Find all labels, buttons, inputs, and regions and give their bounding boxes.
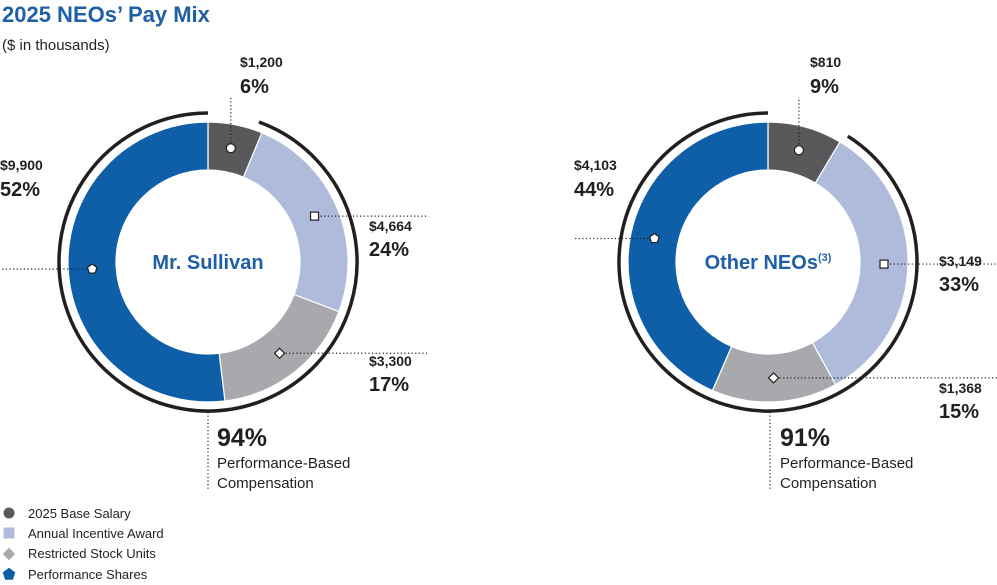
- performance-based-arc: [57, 111, 359, 413]
- value-label-rsu: $1,368: [939, 380, 982, 396]
- legend-label: Annual Incentive Award: [28, 525, 164, 541]
- legend-label: Restricted Stock Units: [28, 546, 156, 562]
- performance-based-percent: 94%: [217, 424, 267, 452]
- diamond-icon: [2, 547, 16, 560]
- pentagon-icon: [2, 567, 16, 580]
- square-marker: [309, 211, 320, 221]
- pentagon-marker: [86, 263, 98, 274]
- value-label-rsu: $3,300: [369, 353, 412, 369]
- percent-label-rsu: 15%: [939, 401, 979, 423]
- percent-label-base-salary: 6%: [240, 76, 269, 98]
- diamond-marker: [273, 347, 286, 360]
- legend-item-performance-shares: Performance Shares: [2, 564, 164, 584]
- value-label-performance-shares: $9,900: [0, 157, 43, 173]
- percent-label-performance-shares: 52%: [0, 179, 40, 201]
- value-label-base-salary: $1,200: [240, 54, 283, 70]
- diamond-marker: [767, 372, 780, 384]
- slice-rsu: [218, 293, 340, 402]
- donut-chart-2: Other NEOs(3) $810 9% $3,149 33% $1,368 15% $4,…: [574, 54, 997, 492]
- pay-mix-chart: Mr. Sullivan $1,200 6% $4,664 24% $3,300 17% $9…: [0, 54, 997, 492]
- donut-center-label: Other NEOs(3): [705, 252, 832, 274]
- chart-title: 2025 NEOs’ Pay Mix: [2, 2, 210, 27]
- legend-label: Performance Shares: [28, 566, 148, 582]
- legend-label: 2025 Base Salary: [28, 505, 131, 521]
- slice-annual-incentive: [242, 132, 349, 313]
- performance-based-percent: 91%: [780, 424, 830, 452]
- performance-based-caption: Performance-Based: [780, 455, 913, 472]
- donut-chart-1: Mr. Sullivan $1,200 6% $4,664 24% $3,300 17% $9…: [0, 54, 427, 492]
- percent-label-performance-shares: 44%: [574, 179, 614, 201]
- legend: 2025 Base Salary Annual Incentive Award …: [2, 503, 164, 584]
- performance-based-caption: Performance-Based: [217, 455, 350, 472]
- pentagon-marker: [648, 232, 660, 244]
- value-label-performance-shares: $4,103: [574, 157, 617, 173]
- percent-label-annual-incentive: 24%: [369, 239, 409, 261]
- slice-performance-shares: [67, 121, 226, 403]
- legend-item-base-salary: 2025 Base Salary: [2, 503, 164, 523]
- donut-center-label: Mr. Sullivan: [152, 252, 263, 274]
- circle-marker: [793, 145, 805, 156]
- performance-based-caption: Compensation: [217, 475, 314, 492]
- performance-based-caption: Compensation: [780, 475, 877, 492]
- legend-item-annual-incentive: Annual Incentive Award: [2, 523, 164, 543]
- square-marker: [879, 259, 889, 269]
- value-label-annual-incentive: $3,149: [939, 253, 982, 269]
- square-icon: [3, 527, 15, 539]
- slice-rsu: [711, 341, 837, 403]
- value-label-annual-incentive: $4,664: [369, 218, 412, 234]
- percent-label-base-salary: 9%: [810, 76, 839, 98]
- performance-based-arc: [617, 111, 919, 413]
- chart-subtitle: ($ in thousands): [2, 37, 110, 54]
- legend-item-rsu: Restricted Stock Units: [2, 544, 164, 564]
- circle-marker: [225, 143, 236, 154]
- slice-annual-incentive: [811, 141, 909, 386]
- value-label-base-salary: $810: [810, 54, 841, 70]
- percent-label-rsu: 17%: [369, 374, 409, 396]
- percent-label-annual-incentive: 33%: [939, 274, 979, 296]
- slice-performance-shares: [627, 121, 769, 392]
- circle-icon: [3, 507, 15, 519]
